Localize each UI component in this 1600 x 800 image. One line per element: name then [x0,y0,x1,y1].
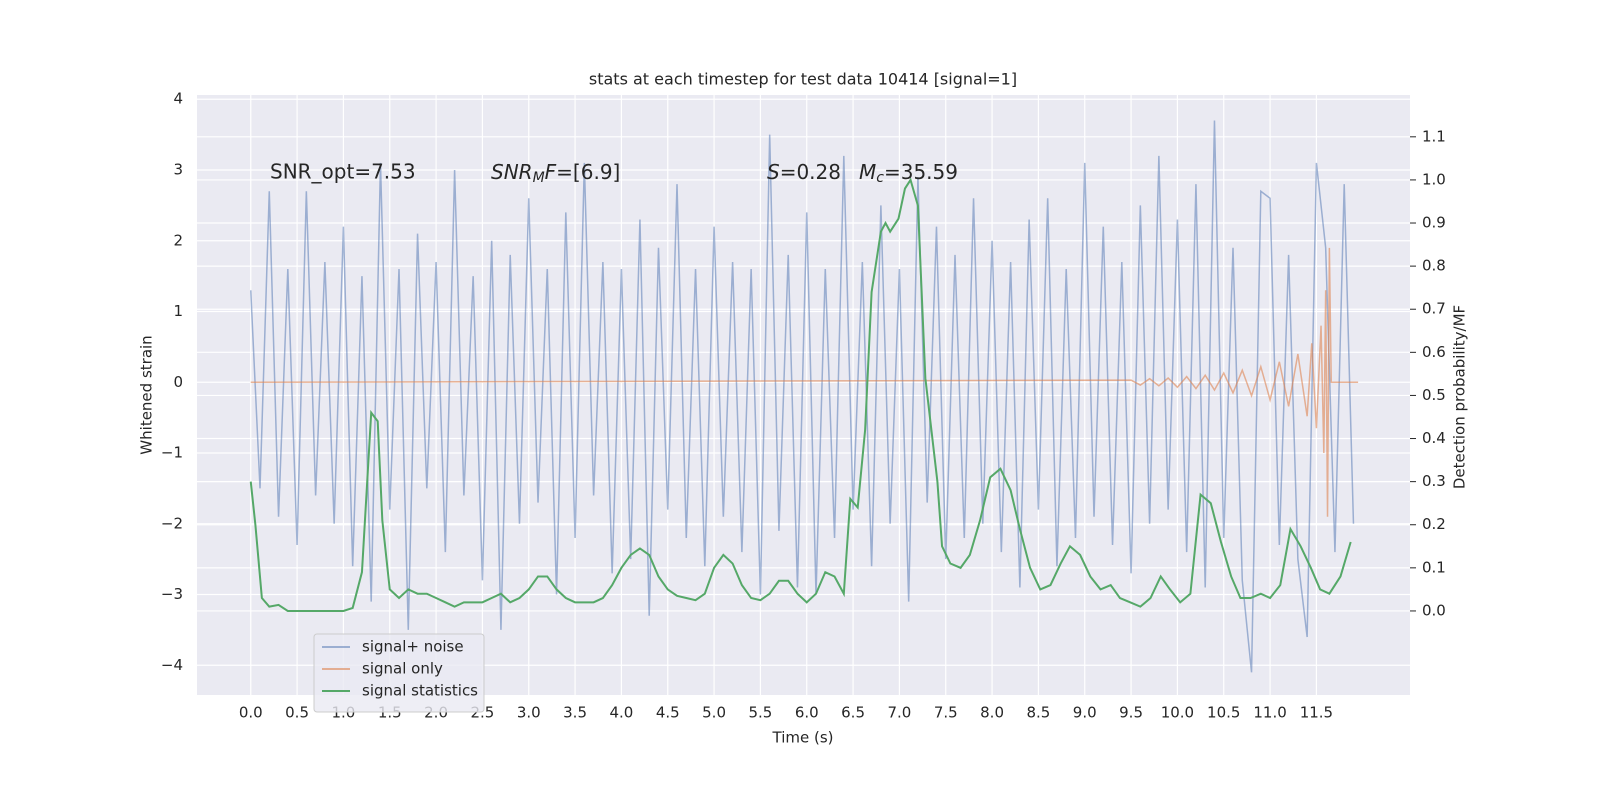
annotation: Mc=35.59 [859,160,958,187]
y-tick-label: 3 [173,161,183,179]
x-tick-label: 3.0 [517,704,541,722]
x-tick-label: 11.0 [1253,704,1286,722]
annotation-part: S [767,160,780,184]
series-line [250,247,1359,517]
annotation-part: M [533,170,545,186]
x-tick-label: 6.0 [795,704,819,722]
x-tick-label: 7.0 [887,704,911,722]
y2-tick-label: 1.1 [1422,127,1446,145]
y-tick-label: 1 [173,302,183,320]
x-tick-label: 9.5 [1119,704,1143,722]
annotation: S=0.28 [767,160,841,184]
y2-tick-label: 0.5 [1422,386,1446,404]
x-tick-label: 8.5 [1026,704,1050,722]
series-line [249,177,1352,612]
annotation-part: =35.59 [884,160,958,184]
y-tick-label: −4 [161,656,183,674]
legend-label: signal only [362,660,443,678]
y-axis-label: Whitened strain [138,335,156,454]
x-tick-label: 5.5 [748,704,772,722]
x-tick-label: 11.5 [1300,704,1333,722]
x-tick-label: 7.5 [934,704,958,722]
y-tick-label: −3 [161,585,183,603]
y2-axis-label: Detection probability/MF [1451,305,1469,489]
y2-tick-label: 0.6 [1422,343,1446,361]
y2-tick-label: 0.4 [1422,429,1446,447]
x-tick-label: 10.5 [1207,704,1240,722]
y2-tick-label: 0.3 [1422,472,1446,490]
x-tick-label: 8.0 [980,704,1004,722]
x-axis-label: Time (s) [772,729,834,747]
y-tick-label: 4 [173,90,183,108]
x-tick-label: 0.0 [239,704,263,722]
y2-tick-label: 0.9 [1422,214,1446,232]
series-line [250,120,1355,673]
x-tick-label: 10.0 [1161,704,1194,722]
annotation-part: SNR [491,160,533,184]
y2-tick-label: 0.8 [1422,257,1446,275]
y2-tick-label: 1.0 [1422,170,1446,188]
y-tick-label: −1 [161,444,183,462]
x-tick-label: 0.5 [285,704,309,722]
chart-title: stats at each timestep for test data 104… [589,70,1017,89]
legend-label: signal statistics [362,682,478,700]
x-tick-label: 4.5 [656,704,680,722]
annotation-part: M [859,160,876,184]
annotation-part: =0.28 [780,160,841,184]
annotation: SNRMF=[6.9] [491,160,620,187]
y-tick-label: 2 [173,231,183,249]
annotation-part: c [876,170,884,186]
x-tick-label: 6.5 [841,704,865,722]
y-tick-label: −2 [161,514,183,532]
y2-tick-label: 0.1 [1422,558,1446,576]
x-tick-label: 4.0 [609,704,633,722]
annotation-part: F [545,160,557,184]
x-tick-label: 3.5 [563,704,587,722]
y2-tick-label: 0.2 [1422,515,1446,533]
y2-tick-label: 0.7 [1422,300,1446,318]
y2-tick-label: 0.0 [1422,601,1446,619]
legend-label: signal+ noise [362,638,464,656]
x-tick-label: 5.0 [702,704,726,722]
y-tick-label: 0 [173,373,183,391]
annotation: SNR_opt=7.53 [270,160,416,184]
x-tick-label: 9.0 [1073,704,1097,722]
annotation-part: =[6.9] [556,160,620,184]
legend-box [313,633,485,713]
